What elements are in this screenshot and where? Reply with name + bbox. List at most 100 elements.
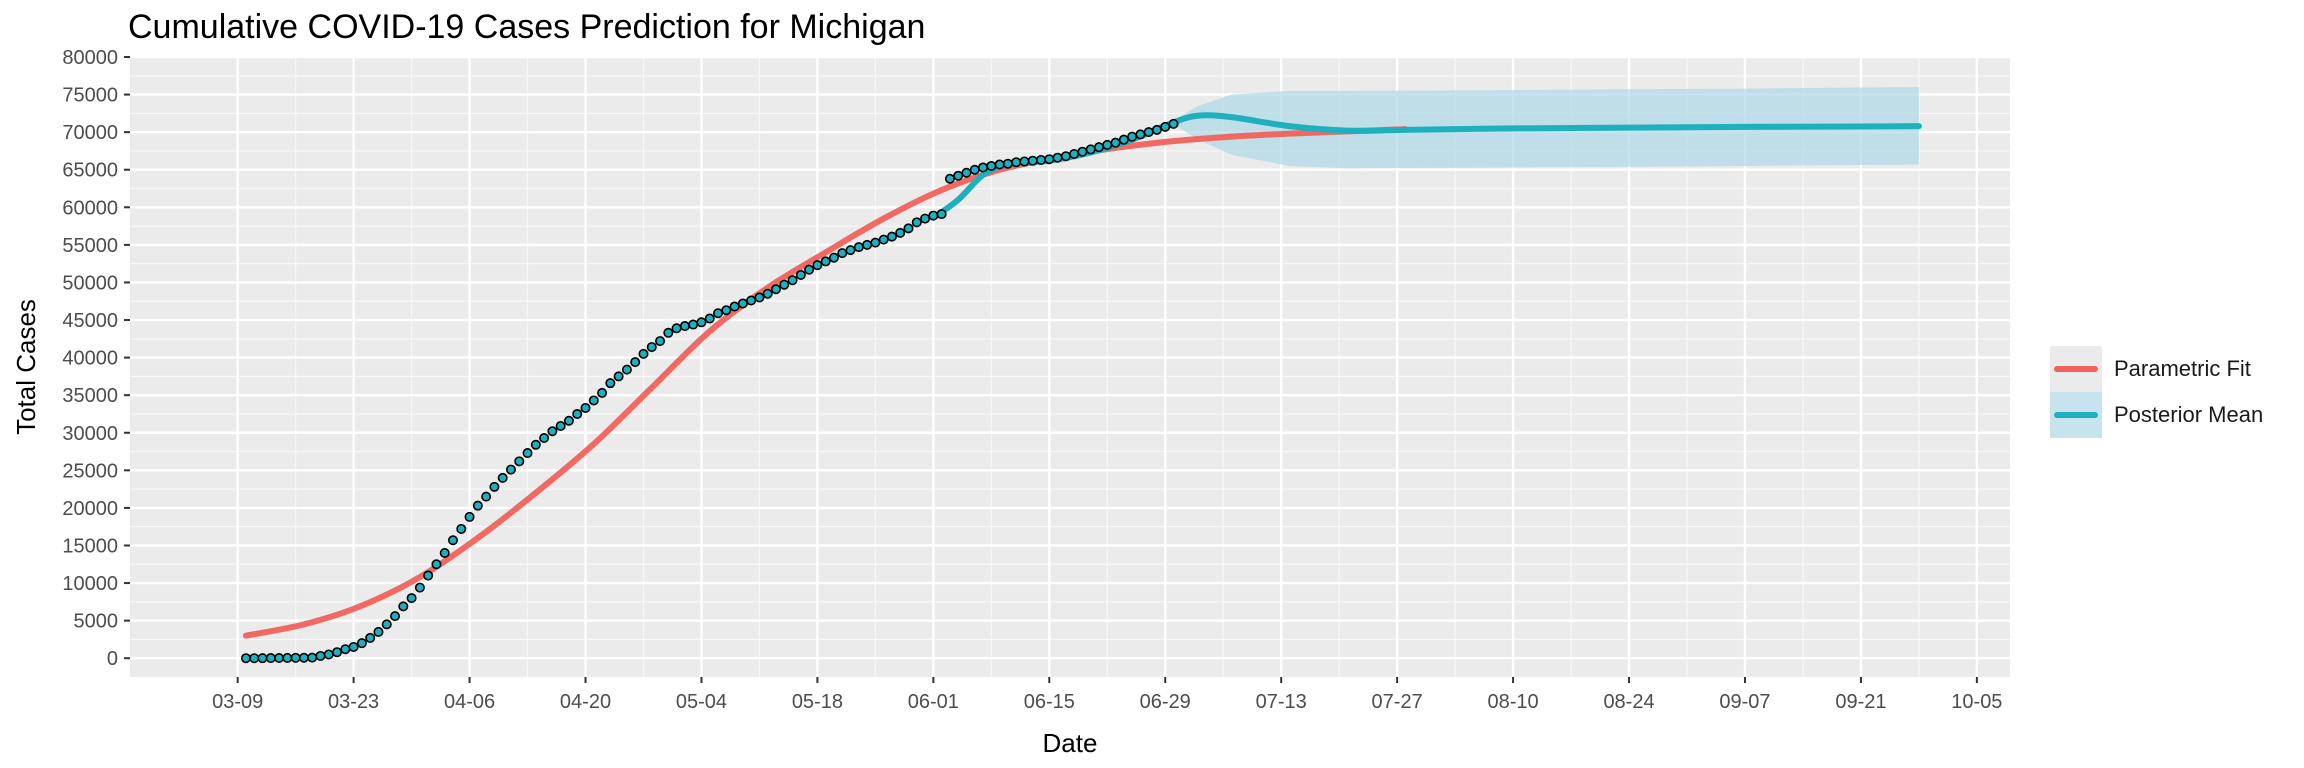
x-tick-label: 10-05 — [1951, 691, 2002, 713]
observed-point — [1135, 129, 1146, 140]
observed-point — [1036, 154, 1047, 165]
legend-label-parametric-fit: Parametric Fit — [2114, 356, 2251, 381]
x-tick-label: 03-09 — [212, 691, 263, 713]
x-tick-label: 09-07 — [1719, 691, 1770, 713]
y-tick-label: 25000 — [62, 460, 118, 482]
observed-point — [348, 641, 359, 652]
observed-point — [671, 323, 682, 334]
observed-point — [290, 652, 301, 663]
y-tick-label: 65000 — [62, 160, 118, 182]
observed-point — [588, 395, 599, 406]
observed-point — [1127, 131, 1138, 142]
observed-point — [373, 626, 384, 637]
observed-point — [953, 170, 964, 181]
observed-point — [605, 378, 616, 389]
x-tick-label: 06-15 — [1024, 691, 1075, 713]
x-tick-label: 07-13 — [1256, 691, 1307, 713]
observed-point — [282, 652, 293, 663]
observed-point — [1168, 118, 1179, 129]
observed-point — [986, 160, 997, 171]
observed-point — [688, 319, 699, 330]
observed-point — [381, 619, 392, 630]
observed-point — [514, 456, 525, 467]
observed-point — [481, 491, 492, 502]
observed-point — [1160, 121, 1171, 132]
legend-swatch-posterior-mean — [2054, 412, 2098, 418]
observed-point — [431, 559, 442, 570]
observed-point — [406, 593, 417, 604]
x-axis-title: Date — [1043, 728, 1098, 758]
observed-point — [944, 173, 955, 184]
x-tick-label: 08-10 — [1488, 691, 1539, 713]
observed-point — [630, 357, 641, 368]
legend-item-parametric-fit[interactable]: Parametric Fit — [2050, 346, 2304, 392]
legend: Parametric Fit Posterior Mean — [2050, 346, 2304, 438]
y-tick-label: 40000 — [62, 348, 118, 370]
observed-point — [804, 264, 815, 275]
x-tick-label: 04-06 — [444, 691, 495, 713]
observed-point — [265, 653, 276, 664]
observed-point — [911, 217, 922, 228]
observed-point — [257, 653, 268, 664]
x-tick-label: 06-01 — [908, 691, 959, 713]
observed-point — [539, 433, 550, 444]
x-tick-label: 09-21 — [1835, 691, 1886, 713]
observed-point — [249, 653, 260, 664]
observed-point — [978, 162, 989, 173]
observed-point — [1085, 144, 1096, 155]
observed-point — [464, 511, 475, 522]
observed-point — [315, 650, 326, 661]
observed-point — [920, 213, 931, 224]
observed-point — [1118, 134, 1129, 145]
observed-point — [439, 547, 450, 558]
observed-point — [489, 481, 500, 492]
legend-swatch-parametric-fit — [2054, 366, 2098, 372]
observed-point — [1019, 156, 1030, 167]
observed-point — [1027, 155, 1038, 166]
x-tick-label: 05-04 — [676, 691, 727, 713]
observed-point — [398, 601, 409, 612]
observed-point — [1052, 152, 1063, 163]
observed-point — [961, 167, 972, 178]
legend-key-posterior-mean — [2050, 392, 2102, 438]
observed-point — [530, 439, 541, 450]
observed-point — [845, 245, 856, 256]
observed-point — [862, 239, 873, 250]
observed-point — [1110, 137, 1121, 148]
observed-point — [414, 582, 425, 593]
observed-point — [1151, 124, 1162, 135]
observed-point — [779, 279, 790, 290]
y-tick-label: 10000 — [62, 573, 118, 595]
observed-point — [969, 164, 980, 175]
legend-item-posterior-mean[interactable]: Posterior Mean — [2050, 392, 2304, 438]
observed-point — [646, 342, 657, 353]
y-tick-label: 55000 — [62, 235, 118, 257]
observed-point — [456, 523, 467, 534]
y-tick-label: 35000 — [62, 385, 118, 407]
observed-point — [340, 644, 351, 655]
observed-point — [332, 647, 343, 658]
y-tick-label: 50000 — [62, 272, 118, 294]
observed-point — [497, 472, 508, 483]
observed-point — [936, 209, 947, 220]
observed-point — [547, 426, 558, 437]
y-tick-label: 5000 — [74, 611, 119, 633]
observed-point — [613, 371, 624, 382]
observed-point — [621, 364, 632, 375]
y-tick-label: 70000 — [62, 122, 118, 144]
observed-point — [555, 420, 566, 431]
observed-point — [365, 632, 376, 643]
observed-point — [240, 653, 251, 664]
observed-point — [787, 275, 798, 286]
observed-point — [1093, 142, 1104, 153]
observed-point — [853, 242, 864, 253]
x-tick-label: 06-29 — [1140, 691, 1191, 713]
y-tick-label: 15000 — [62, 535, 118, 557]
observed-point — [903, 223, 914, 234]
observed-point — [713, 308, 724, 319]
observed-point — [356, 638, 367, 649]
observed-point — [878, 234, 889, 245]
observed-point — [704, 313, 715, 324]
observed-point — [837, 248, 848, 259]
